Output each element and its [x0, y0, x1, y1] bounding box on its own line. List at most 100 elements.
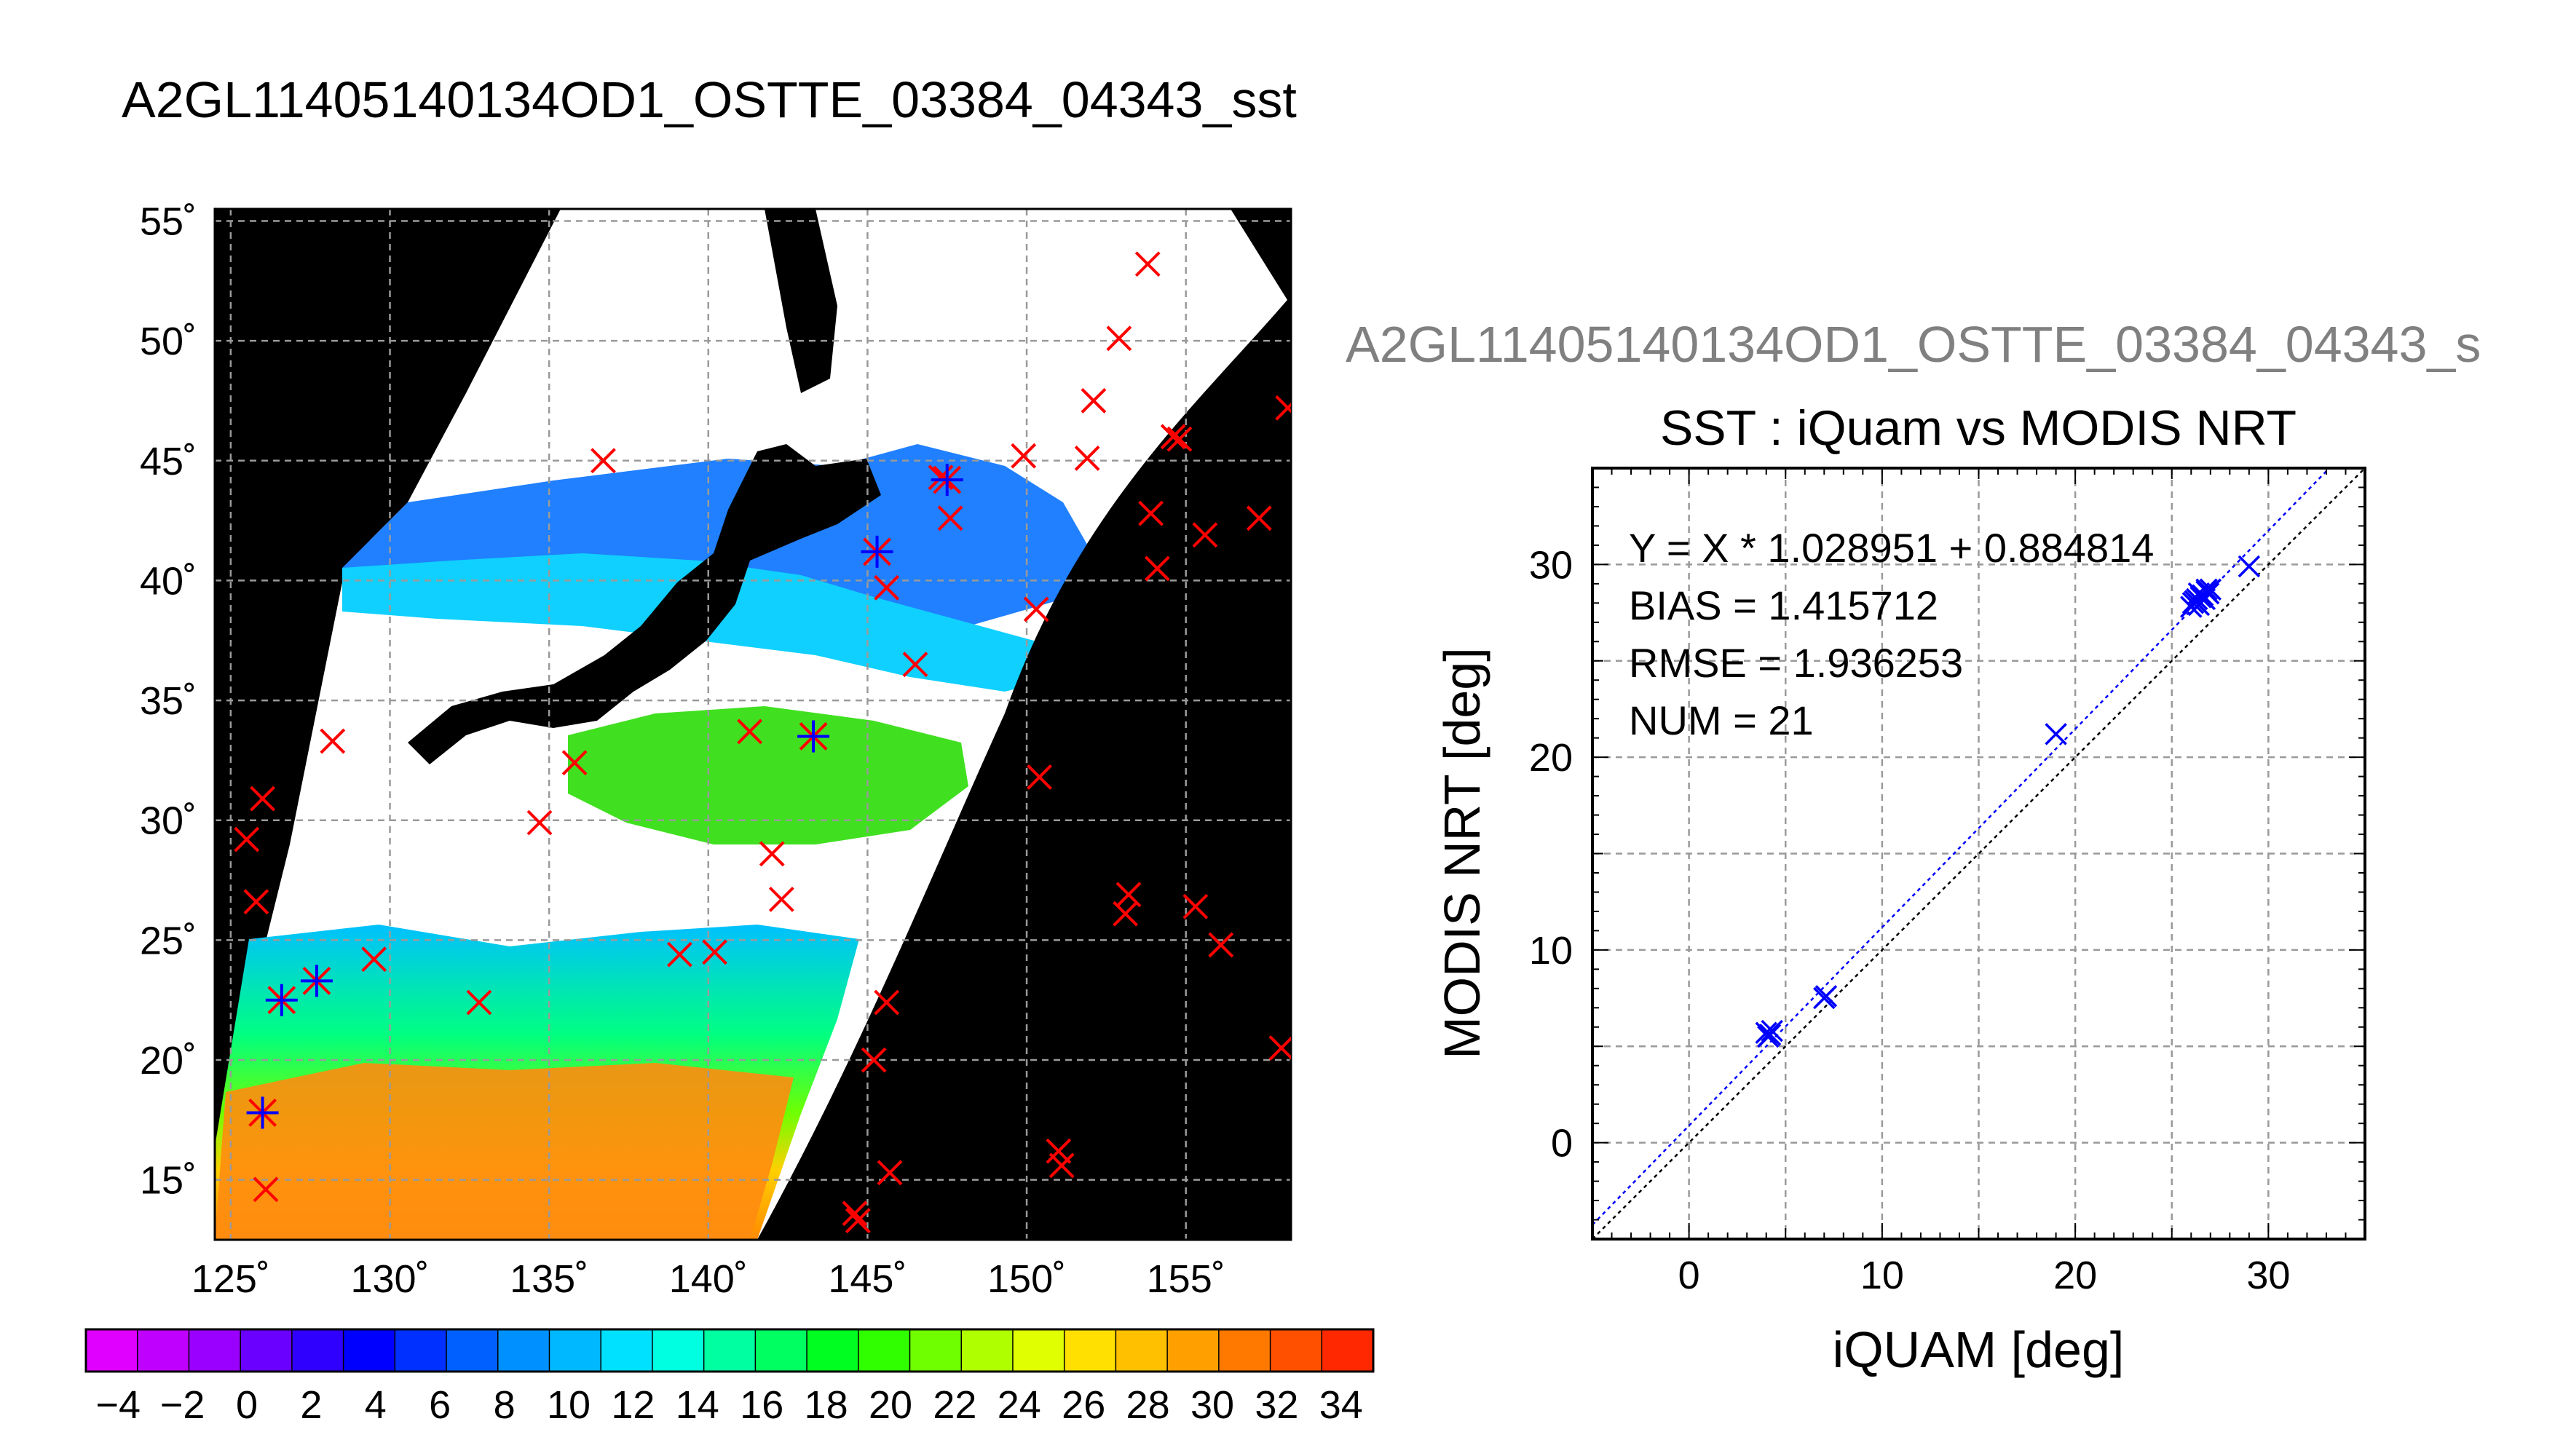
colorbar-segment — [1270, 1329, 1322, 1372]
colorbar-segment — [1218, 1329, 1271, 1372]
colorbar-tick-label: −2 — [160, 1383, 205, 1427]
insitu-marker — [1027, 764, 1052, 790]
insitu-marker — [1106, 325, 1132, 352]
colorbar-tick-label: 14 — [676, 1383, 719, 1427]
map-lon-tick-label: 150˚ — [987, 1257, 1066, 1301]
map-lat-tick-label: 50˚ — [140, 320, 197, 363]
insitu-marker — [1182, 893, 1209, 919]
colorbar-segment — [703, 1329, 756, 1372]
colorbar-tick-label: 10 — [547, 1383, 591, 1427]
insitu-marker — [667, 941, 692, 968]
insitu-marker — [877, 1160, 903, 1186]
colorbar-tick-label: 28 — [1126, 1383, 1170, 1427]
colorbar-segment — [86, 1329, 138, 1372]
colorbar-segment — [961, 1329, 1014, 1372]
map-lat-tick-label: 20˚ — [140, 1039, 197, 1083]
colorbar-segment — [549, 1329, 601, 1372]
scatter-stat-equation: Y = X * 1.028951 + 0.884814 — [1629, 525, 2154, 571]
matchup-marker — [265, 984, 298, 1016]
scatter-point — [2180, 596, 2203, 618]
insitu-marker — [1011, 443, 1037, 469]
colorbar-tick-label: 34 — [1319, 1383, 1363, 1427]
map-lat-ticks: 55˚ 50˚ 45˚ 40˚ 35˚ 30˚ 25˚ 20˚ 15˚ — [140, 199, 197, 1202]
scatter-point — [2187, 582, 2211, 605]
colorbar-segment — [909, 1329, 962, 1372]
insitu-marker — [861, 1047, 887, 1073]
colorbar-segment — [240, 1329, 293, 1372]
insitu-marker — [902, 652, 928, 678]
insitu-marker — [937, 505, 963, 531]
scatter-y-axis-label: MODIS NRT [deg] — [1434, 647, 1490, 1059]
scatter-point — [2045, 723, 2067, 745]
scatter-y-tick-label: 20 — [1529, 736, 1573, 780]
colorbar-segment — [1322, 1329, 1374, 1372]
insitu-marker — [1134, 251, 1161, 277]
insitu-marker — [253, 1176, 279, 1203]
scatter-x-tick-label: 0 — [1678, 1254, 1700, 1297]
colorbar-tick-label: 2 — [300, 1383, 322, 1427]
insitu-marker — [526, 810, 553, 836]
map-lon-tick-label: 140˚ — [669, 1257, 748, 1301]
map-plot-area — [215, 209, 1291, 1240]
scatter-x-tick-label: 20 — [2053, 1254, 2097, 1297]
map-lon-ticks: 125˚ 130˚ 135˚ 140˚ 145˚ 150˚ 155˚ — [191, 1257, 1225, 1301]
map-title: A2GL11405140134OD1_OSTTE_03384_04343_sst — [122, 71, 1297, 128]
matchup-marker — [797, 720, 830, 753]
insitu-marker — [234, 826, 260, 852]
colorbar-segment — [1115, 1329, 1168, 1372]
colorbar-segment — [1012, 1329, 1065, 1372]
colorbar-segment — [189, 1329, 241, 1372]
map-lat-tick-label: 40˚ — [140, 559, 197, 603]
scatter-x-tick-label: 30 — [2246, 1254, 2290, 1297]
insitu-marker — [1208, 932, 1234, 958]
insitu-marker — [845, 1208, 871, 1234]
map-grid — [215, 209, 1291, 1240]
colorbar-tick-label: 0 — [236, 1383, 258, 1427]
matchup-marker — [300, 965, 333, 997]
colorbar-segment — [755, 1329, 807, 1372]
insitu-marker — [1268, 1035, 1291, 1061]
regression-fit-line — [1592, 468, 2331, 1226]
land-sakhalin — [765, 209, 837, 393]
scatter-x-axis-label: iQUAM [deg] — [1833, 1321, 2125, 1378]
insitu-marker — [1113, 901, 1139, 927]
colorbar-segment — [1064, 1329, 1116, 1372]
colorbar-segment — [291, 1329, 344, 1372]
insitu-marker — [1138, 500, 1164, 526]
colorbar — [84, 1328, 1375, 1373]
map-lat-tick-label: 30˚ — [140, 799, 197, 843]
map-lon-tick-label: 155˚ — [1147, 1257, 1225, 1301]
colorbar-segment — [1167, 1329, 1220, 1372]
insitu-marker — [591, 448, 616, 474]
colorbar-tick-label: −4 — [95, 1383, 141, 1427]
map-lat-tick-label: 55˚ — [140, 199, 197, 243]
colorbar-frame — [84, 1328, 1375, 1373]
insitu-marker — [842, 1200, 868, 1227]
scatter-point — [1757, 1025, 1780, 1048]
map-lon-tick-label: 135˚ — [510, 1257, 588, 1301]
scatter-stat-num: NUM = 21 — [1629, 697, 1814, 743]
colorbar-tick-label: 22 — [933, 1383, 976, 1427]
colorbar-tick-label: 8 — [494, 1383, 516, 1427]
insitu-marker — [561, 750, 588, 776]
insitu-marker — [702, 939, 727, 965]
insitu-marker — [466, 989, 492, 1016]
matchup-marker — [246, 1096, 279, 1129]
scatter-point — [2197, 582, 2220, 605]
insitu-marker — [1023, 596, 1049, 622]
scatter-grid — [1592, 468, 2365, 1239]
colorbar-tick-label: 26 — [1062, 1383, 1105, 1427]
insitu-marker — [1081, 388, 1107, 414]
insitu-marker — [1246, 505, 1272, 531]
scatter-reference-lines — [1592, 468, 2365, 1239]
scatter-point — [2238, 555, 2261, 578]
map-lon-tick-label: 130˚ — [350, 1257, 429, 1301]
colorbar-segment — [497, 1329, 550, 1372]
colorbar-tick-label: 12 — [611, 1383, 655, 1427]
colorbar-segment — [446, 1329, 499, 1372]
insitu-marker — [320, 728, 346, 754]
scatter-x-tick-labels: 0 10 20 30 — [1678, 1254, 2291, 1297]
insitu-marker — [243, 889, 269, 915]
land-japan — [408, 444, 881, 764]
